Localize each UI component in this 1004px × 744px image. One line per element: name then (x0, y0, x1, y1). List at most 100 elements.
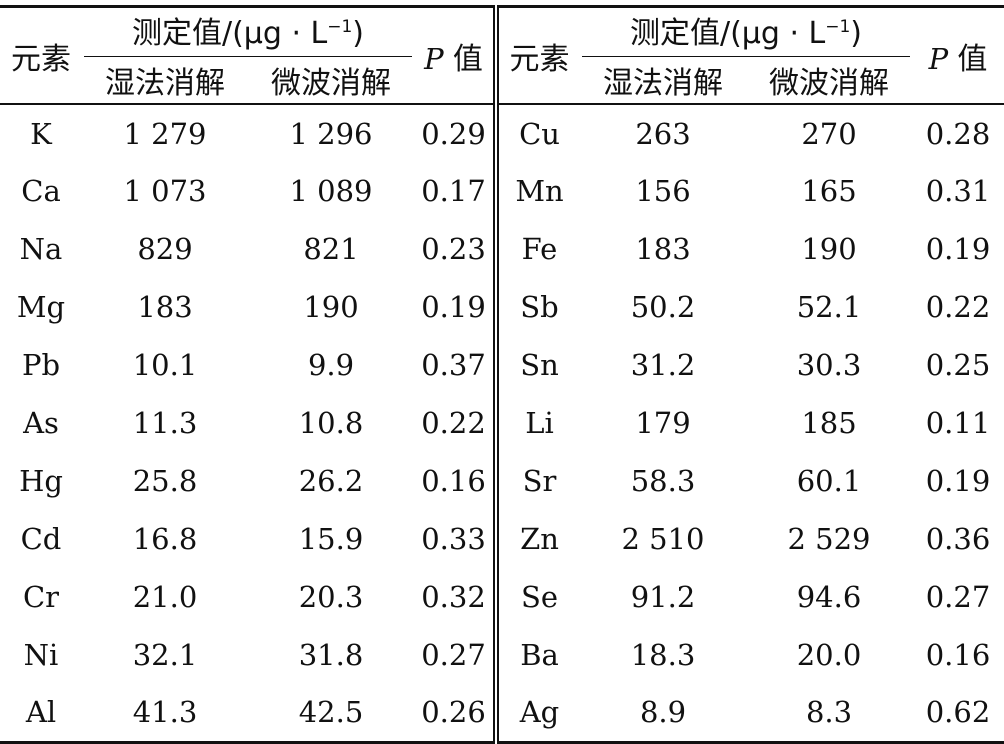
left-microwave-cell: 26.2 (298, 464, 364, 498)
right-p-cell: 0.31 (925, 174, 991, 208)
right-element-cell: Ag (519, 695, 560, 730)
right-p-cell: 0.27 (925, 580, 991, 614)
left-element-cell: Cd (20, 522, 62, 556)
right-microwave-cell: 2 529 (787, 522, 871, 556)
right-wet-cell: 91.2 (630, 580, 696, 614)
table-row: Hg 25.8 26.2 0.16 Sr 58.3 60.1 0.19 (0, 452, 1004, 510)
left-microwave-cell: 1 296 (289, 116, 373, 151)
right-p-cell: 0.19 (925, 464, 991, 498)
left-element-cell: Cr (22, 580, 60, 614)
header-microwave-digestion: 微波消解 (248, 57, 414, 105)
left-p-cell: 0.26 (414, 684, 499, 742)
table-row: K 1 279 1 296 0.29 Cu 263 270 0.28 (0, 104, 1004, 162)
right-p-cell: 0.11 (925, 406, 991, 440)
right-wet-cell: 183 (635, 232, 691, 266)
right-microwave-cell: 20.0 (796, 638, 862, 672)
header-row-1: 元素 测定值/(μg · L−1) P 值 元素 测定值/(μg · L−1) … (0, 6, 1004, 105)
left-wet-cell: 32.1 (132, 638, 198, 672)
left-microwave-cell: 9.9 (307, 348, 355, 382)
left-element-cell: K (30, 116, 52, 151)
right-microwave-cell: 8.3 (805, 695, 853, 730)
right-wet-cell: 31.2 (630, 348, 696, 382)
right-microwave-cell: 30.3 (796, 348, 862, 382)
left-wet-cell: 10.1 (132, 348, 198, 382)
header-measured-suffix: ) (352, 16, 365, 51)
right-wet-cell: 2 510 (621, 522, 705, 556)
left-element-cell: As (23, 406, 59, 440)
header-p-value-right: P 值 (912, 6, 1004, 105)
left-p-cell: 0.22 (414, 394, 499, 452)
right-element-cell: Sn (520, 348, 559, 382)
right-element-cell: Li (525, 406, 554, 440)
header-element: 元素 (0, 6, 82, 105)
header-row-2: 湿法消解 微波消解 湿法消解 微波消解 (0, 57, 1004, 105)
left-element-cell: Mg (16, 290, 66, 324)
right-element-cell: Sb (520, 290, 559, 324)
table-row: Cd 16.8 15.9 0.33 Zn 2 510 2 529 0.36 (0, 510, 1004, 568)
header-wet-digestion: 湿法消解 (82, 57, 248, 105)
right-p-cell: 0.16 (925, 638, 991, 672)
right-wet-cell: 58.3 (630, 464, 696, 498)
table-row: Al 41.3 42.5 0.26 Ag 8.9 8.3 0.62 (0, 684, 1004, 742)
right-element-cell: Se (520, 580, 559, 614)
comparison-table: 元素 测定值/(μg · L−1) P 值 元素 测定值/(μg · L−1) … (0, 5, 1004, 744)
left-wet-cell: 183 (137, 290, 193, 324)
right-wet-cell: 8.9 (639, 695, 687, 730)
header-p-value: P 值 (414, 6, 499, 105)
left-wet-cell: 25.8 (132, 464, 198, 498)
right-microwave-cell: 185 (801, 406, 857, 440)
right-element-cell: Mn (515, 174, 564, 208)
header-microwave-digestion-right: 微波消解 (746, 57, 912, 105)
header-measured-exp-right: −1 (825, 17, 851, 37)
right-element-cell: Fe (521, 232, 558, 266)
left-element-cell: Al (25, 695, 57, 730)
header-p-word: 值 (452, 41, 483, 77)
left-wet-cell: 21.0 (132, 580, 198, 614)
right-microwave-cell: 270 (801, 116, 857, 151)
header-p-letter-right: P (928, 41, 949, 76)
right-element-cell: Zn (520, 522, 559, 556)
left-microwave-cell: 1 089 (289, 174, 373, 208)
right-microwave-cell: 190 (801, 232, 857, 266)
left-p-cell: 0.16 (414, 452, 499, 510)
right-element-cell: Cu (519, 116, 560, 151)
left-wet-cell: 41.3 (132, 695, 198, 730)
left-microwave-cell: 15.9 (298, 522, 364, 556)
table-row: Pb 10.1 9.9 0.37 Sn 31.2 30.3 0.25 (0, 336, 1004, 394)
header-measured-group-right: 测定值/(μg · L−1) (580, 7, 912, 57)
right-p-cell: 0.36 (925, 522, 991, 556)
right-wet-cell: 18.3 (630, 638, 696, 672)
header-measured-suffix-right: ) (850, 16, 863, 51)
table-body: K 1 279 1 296 0.29 Cu 263 270 0.28 Ca 1 073 1 089 0… (0, 104, 1004, 742)
header-p-word-right: 值 (957, 41, 988, 77)
header-wet-digestion-right: 湿法消解 (580, 57, 746, 105)
left-element-cell: Na (19, 232, 63, 266)
right-p-cell: 0.22 (925, 290, 991, 324)
left-microwave-cell: 10.8 (298, 406, 364, 440)
right-p-cell: 0.28 (925, 116, 991, 151)
table-row: Na 829 821 0.23 Fe 183 190 0.19 (0, 220, 1004, 278)
left-wet-cell: 11.3 (132, 406, 198, 440)
right-p-cell: 0.25 (925, 348, 991, 382)
left-element-cell: Pb (21, 348, 61, 382)
table-row: Mg 183 190 0.19 Sb 50.2 52.1 0.22 (0, 278, 1004, 336)
right-wet-cell: 50.2 (630, 290, 696, 324)
right-microwave-cell: 165 (801, 174, 857, 208)
right-wet-cell: 179 (635, 406, 691, 440)
right-wet-cell: 263 (635, 116, 691, 151)
left-wet-cell: 1 073 (123, 174, 207, 208)
table-row: As 11.3 10.8 0.22 Li 179 185 0.11 (0, 394, 1004, 452)
left-p-cell: 0.19 (414, 278, 499, 336)
right-p-cell: 0.62 (925, 695, 991, 730)
left-element-cell: Ca (21, 174, 61, 208)
left-p-cell: 0.37 (414, 336, 499, 394)
left-wet-cell: 829 (137, 232, 193, 266)
header-element-right: 元素 (496, 6, 580, 105)
left-p-cell: 0.23 (414, 220, 499, 278)
left-microwave-cell: 190 (303, 290, 359, 324)
left-wet-cell: 1 279 (123, 116, 207, 151)
header-measured-group: 测定值/(μg · L−1) (82, 7, 414, 57)
left-microwave-cell: 20.3 (298, 580, 364, 614)
left-microwave-cell: 31.8 (298, 638, 364, 672)
header-p-letter: P (424, 41, 444, 76)
